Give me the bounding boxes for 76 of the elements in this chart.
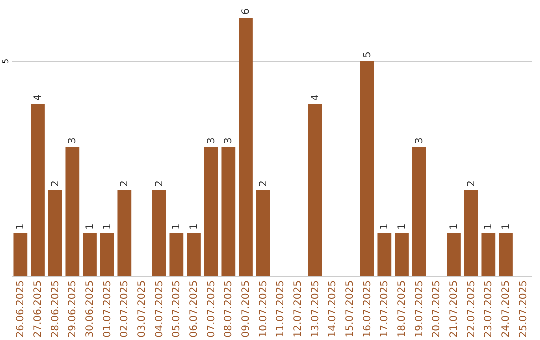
- bar: [204, 147, 218, 276]
- bar: [256, 190, 270, 276]
- bar: [482, 233, 496, 276]
- x-tick-label: 28.06.2025: [50, 280, 62, 338]
- x-tick-label: 13.07.2025: [310, 280, 322, 338]
- bar: [447, 233, 461, 276]
- x-tick-label: 19.07.2025: [414, 280, 426, 338]
- data-label: 1: [16, 224, 27, 230]
- data-label: 3: [224, 138, 235, 144]
- x-tick-label: 25.07.2025: [518, 280, 530, 338]
- data-label: 4: [310, 94, 322, 101]
- bar: [464, 190, 478, 276]
- x-tick-label: 02.07.2025: [120, 280, 131, 338]
- data-label: 2: [50, 180, 62, 187]
- x-tick-label: 12.07.2025: [293, 280, 304, 338]
- bar: [152, 190, 166, 276]
- x-tick-label: 20.07.2025: [432, 280, 443, 338]
- bar: [100, 233, 114, 276]
- bar: [222, 147, 236, 276]
- bar: [412, 147, 426, 276]
- x-tick-label: 15.07.2025: [345, 280, 356, 338]
- bar: [395, 233, 409, 276]
- data-label: 1: [501, 224, 512, 230]
- data-label: 1: [397, 224, 408, 230]
- x-tick-label: 27.06.2025: [33, 280, 44, 338]
- x-tick-label: 22.07.2025: [466, 280, 478, 338]
- x-tick-label: 23.07.2025: [484, 280, 495, 338]
- data-label: 1: [380, 224, 391, 230]
- x-tick-label: 01.07.2025: [102, 280, 114, 338]
- x-tick-label: 16.07.2025: [362, 280, 374, 338]
- data-label: 3: [206, 138, 218, 144]
- data-label: 1: [449, 224, 460, 230]
- bar: [14, 233, 28, 276]
- x-tick-label: 06.07.2025: [189, 280, 200, 338]
- data-label: 3: [414, 138, 426, 144]
- bar: [170, 233, 184, 276]
- data-label: 1: [85, 224, 96, 230]
- data-label: 4: [33, 94, 44, 101]
- x-tick-label: 18.07.2025: [397, 280, 408, 338]
- x-tick-label: 03.07.2025: [137, 280, 148, 338]
- x-tick-label: 30.06.2025: [85, 280, 96, 338]
- data-label: 2: [154, 180, 166, 187]
- x-tick-label: 26.06.2025: [16, 280, 27, 338]
- bar: [66, 147, 80, 276]
- x-tick-label: 04.07.2025: [154, 280, 166, 338]
- x-tick-label: 09.07.2025: [241, 280, 252, 338]
- x-tick-label: 17.07.2025: [380, 280, 391, 338]
- data-label: 6: [241, 8, 252, 15]
- x-tick-label: 24.07.2025: [501, 280, 512, 338]
- bar: [48, 190, 62, 276]
- data-label: 1: [189, 224, 200, 230]
- bar: [83, 233, 97, 276]
- bar: [239, 18, 253, 276]
- data-label: 5: [362, 52, 374, 58]
- bar: [31, 104, 45, 276]
- x-tick-label: 10.07.2025: [258, 280, 270, 338]
- x-tick-label: 29.06.2025: [68, 280, 79, 338]
- data-label: 1: [102, 224, 114, 230]
- bar: [187, 233, 201, 276]
- x-tick-label: 05.07.2025: [172, 280, 183, 338]
- x-tick-label: 08.07.2025: [224, 280, 235, 338]
- bar: [118, 190, 132, 276]
- bar: [308, 104, 322, 276]
- data-label: 3: [68, 138, 79, 144]
- x-tick-label: 14.07.2025: [328, 280, 339, 338]
- x-tick-label: 07.07.2025: [206, 280, 218, 338]
- x-tick-label: 11.07.2025: [276, 280, 287, 338]
- data-label: 2: [258, 180, 270, 187]
- bar: [499, 233, 513, 276]
- data-label: 2: [466, 180, 478, 187]
- x-tick-label: 21.07.2025: [449, 280, 460, 338]
- data-label: 1: [484, 224, 495, 230]
- data-label: 2: [120, 180, 131, 187]
- bar: [360, 61, 374, 276]
- data-label: 1: [172, 224, 183, 230]
- bar: [378, 233, 392, 276]
